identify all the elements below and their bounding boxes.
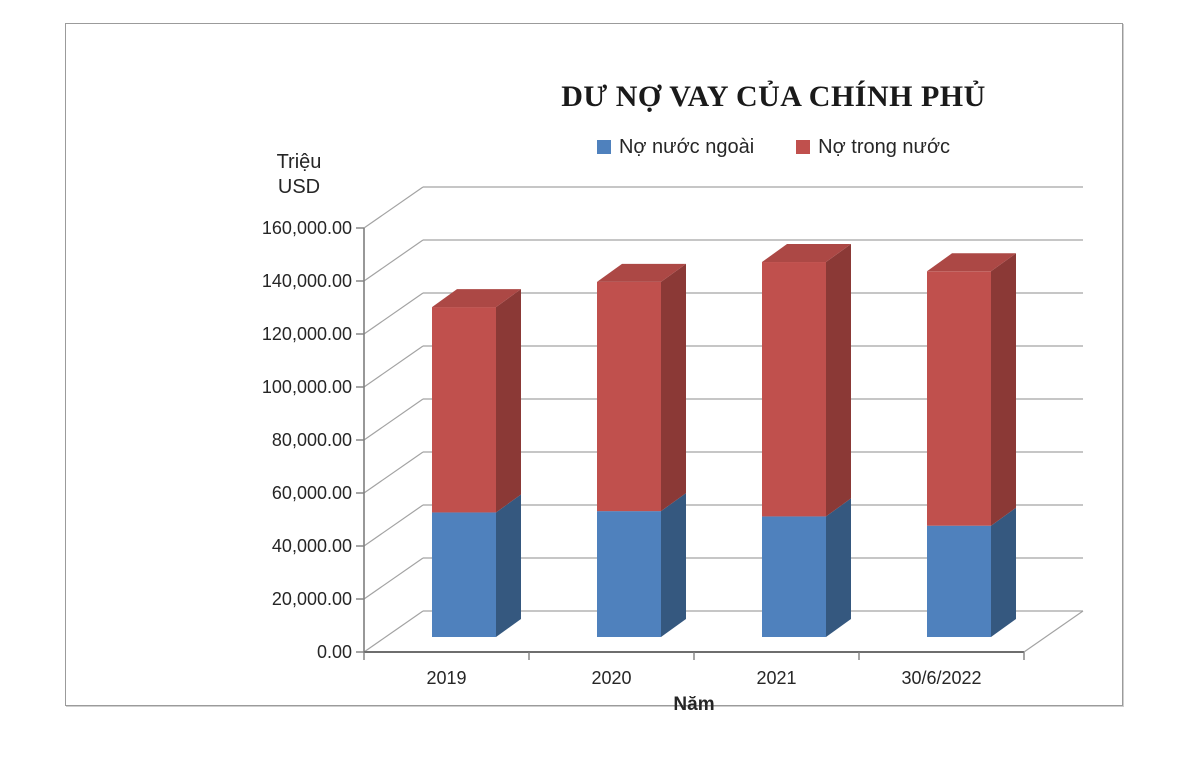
bar-2021-segment-1-side <box>826 244 851 517</box>
bar-2021-segment-0-side <box>826 498 851 637</box>
x-category-label-2021: 2021 <box>756 668 797 688</box>
bar-2019-segment-1-side <box>496 289 521 513</box>
gridline-depth <box>363 292 424 335</box>
bar-2020-segment-0-front <box>597 511 661 637</box>
bar-30/6/2022-segment-0-side <box>991 507 1016 637</box>
y-tick-label: 0.00 <box>316 642 352 662</box>
chart-title: DƯ NỢ VAY CỦA CHÍNH PHỦ <box>561 80 986 113</box>
x-category-label-30/6/2022: 30/6/2022 <box>901 668 982 688</box>
bar-2019-segment-0-front <box>432 512 496 637</box>
bar-2021-segment-1-front <box>762 262 826 517</box>
y-axis-title: Triệu USD <box>276 151 322 198</box>
bar-2020-segment-1-front <box>597 281 661 512</box>
bar-2021-segment-0-front <box>762 516 826 637</box>
bar-2019-segment-0-side <box>496 494 521 637</box>
chart-plot-area <box>356 186 1084 660</box>
gridline-depth <box>363 345 424 388</box>
bar-2020-segment-0-side <box>661 493 686 637</box>
gridline-depth <box>363 398 424 441</box>
gridline-depth <box>363 186 424 229</box>
gridline-depth <box>363 557 424 600</box>
x-category-label-2020: 2020 <box>591 668 632 688</box>
legend-item-foreign-debt: Nợ nước ngoài <box>596 135 755 159</box>
gridline-depth <box>363 504 424 547</box>
bar-2019-segment-1-front <box>432 307 496 513</box>
y-tick-label: 100,000.00 <box>261 377 352 397</box>
gridline-depth <box>363 239 424 282</box>
y-tick-label: 160,000.00 <box>261 218 352 238</box>
gridline-depth <box>363 451 424 494</box>
legend-label-domestic-debt: Nợ trong nước <box>818 135 951 158</box>
legend-swatch-domestic-debt <box>796 140 811 154</box>
bar-2021-top <box>762 244 851 263</box>
y-tick-label: 140,000.00 <box>261 271 352 291</box>
y-tick-label: 80,000.00 <box>271 430 352 450</box>
bar-2019-top <box>432 289 521 308</box>
floor-right-edge <box>1023 610 1084 653</box>
chart-frame: DƯ NỢ VAY CỦA CHÍNH PHỦ Nợ nước ngoài Nợ… <box>65 23 1123 715</box>
legend-item-domestic-debt: Nợ trong nước <box>796 136 950 159</box>
x-axis-title: Năm <box>673 694 715 715</box>
legend: Nợ nước ngoài Nợ trong nước <box>306 132 1200 162</box>
legend-label-foreign-debt: Nợ nước ngoài <box>618 135 755 158</box>
bar-2020-segment-1-side <box>661 263 686 512</box>
x-category-label-2019: 2019 <box>426 668 467 688</box>
bar-2020-top <box>597 263 686 282</box>
y-tick-label: 40,000.00 <box>271 536 352 556</box>
y-tick-label: 120,000.00 <box>261 324 352 344</box>
bar-30/6/2022-segment-1-side <box>991 253 1016 526</box>
bar-30/6/2022-segment-0-front <box>927 525 991 637</box>
gridline-depth <box>363 610 424 653</box>
legend-swatch-foreign-debt <box>596 140 611 154</box>
bar-30/6/2022-top <box>927 253 1016 272</box>
y-tick-label: 20,000.00 <box>271 589 352 609</box>
y-tick-label: 60,000.00 <box>271 483 352 503</box>
bar-30/6/2022-segment-1-front <box>927 271 991 526</box>
